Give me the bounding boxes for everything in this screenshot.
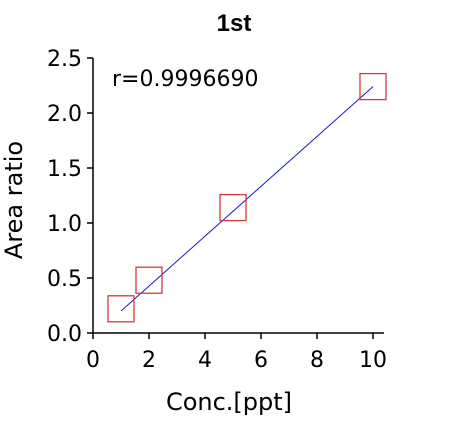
fit-line [120,86,374,312]
x-tick-label: 6 [254,348,268,373]
data-point [359,72,387,101]
y-axis-label: Area ratio [0,141,28,259]
data-markers [107,72,387,323]
data-point [107,295,135,323]
x-tick-label: 4 [198,348,212,373]
x-tick-label: 10 [359,348,387,373]
correlation-annotation: r=0.9996690 [112,67,258,92]
y-tick-label: 0.0 [47,322,82,347]
y-tick-label: 2.0 [47,102,82,127]
x-ticks: 0 2 4 6 8 10 [86,333,387,373]
data-point [135,266,163,294]
x-tick-label: 8 [310,348,324,373]
y-tick-label: 1.5 [47,157,82,182]
y-ticks: 0.0 0.5 1.0 1.5 2.0 2.5 [47,47,93,347]
y-tick-label: 1.0 [47,212,82,237]
y-tick-label: 0.5 [47,267,82,292]
data-point [219,193,247,222]
x-axis-label: Conc.[ppt] [166,388,292,416]
x-tick-label: 0 [86,348,100,373]
x-tick-label: 2 [142,348,156,373]
chart-title: 1st [217,10,252,37]
y-tick-label: 2.5 [47,47,82,72]
